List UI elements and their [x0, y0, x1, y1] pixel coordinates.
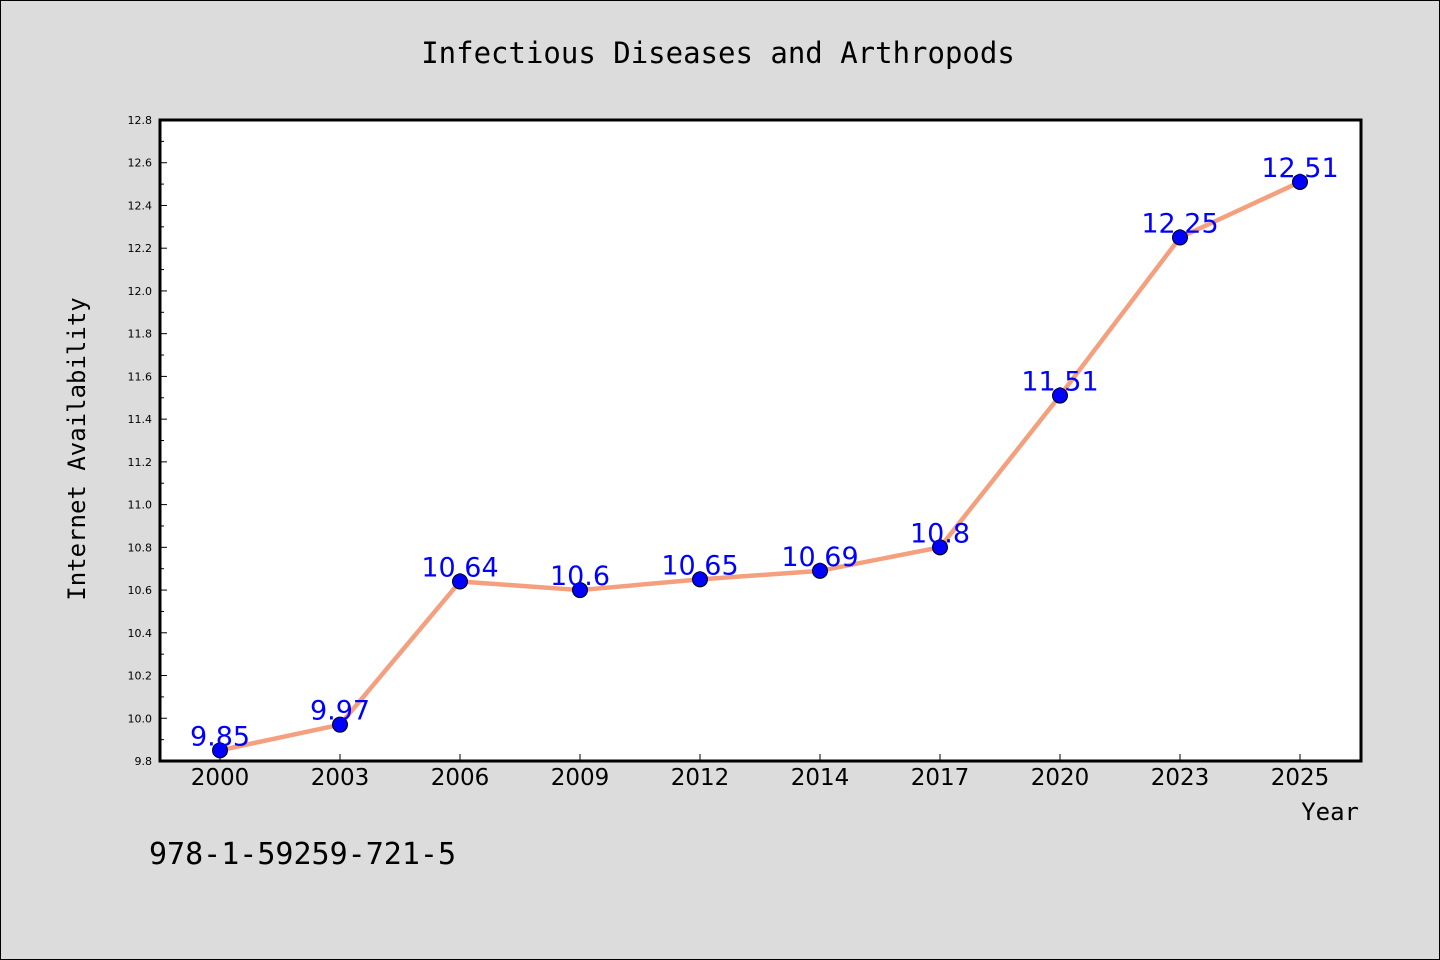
y-tick-label: 11.2: [128, 456, 153, 469]
data-point-marker: [212, 742, 228, 759]
y-tick-label: 10.4: [128, 627, 153, 640]
y-axis: 9.8 10.0 10.2 10.4 10.6 10.8 11.0 11.2 11.4 11.6 1…: [128, 114, 167, 768]
y-tick-label: 12.6: [128, 157, 153, 170]
data-point-marker: [452, 573, 468, 590]
x-tick-label: 2009: [551, 765, 610, 791]
y-tick-label: 11.0: [128, 499, 153, 512]
x-tick-label: 2003: [311, 765, 370, 791]
x-axis: 2000 2003 2006 2009 2012 2014 2017 2020 2023 2025: [191, 754, 1330, 791]
y-tick-label: 10.6: [128, 584, 153, 597]
series-line-group: [217, 179, 1303, 753]
x-tick-label: 2000: [191, 765, 250, 791]
y-tick-label: 10.8: [128, 541, 153, 554]
x-tick-label: 2014: [791, 765, 850, 791]
plot-area: [158, 118, 1363, 763]
data-point-marker: [1052, 387, 1068, 404]
y-tick-label: 9.8: [135, 755, 153, 768]
x-tick-label: 2012: [671, 765, 730, 791]
data-point-marker: [572, 582, 588, 599]
isbn-annotation: 978-1-59259-721-5: [149, 837, 456, 872]
data-label: 12.51: [1261, 153, 1338, 184]
data-point-marker: [692, 571, 708, 588]
chart-title: Infectious Diseases and Arthropods: [421, 36, 1015, 70]
data-point-marker: [332, 716, 348, 733]
y-tick-label: 11.6: [128, 370, 153, 383]
data-point-marker: [1172, 229, 1188, 246]
y-tick-label: 11.4: [128, 413, 153, 426]
data-label: 9.85: [190, 721, 250, 752]
y-tick-label: 11.8: [128, 328, 153, 341]
data-label: 9.97: [310, 696, 370, 727]
x-tick-label: 2025: [1271, 765, 1330, 791]
data-point-marker: [812, 562, 828, 579]
data-label: 10.65: [661, 550, 738, 581]
series-line: [217, 179, 1303, 753]
x-tick-label: 2006: [431, 765, 490, 791]
x-tick-label: 2017: [911, 765, 970, 791]
y-tick-label: 10.0: [128, 712, 153, 725]
y-axis-label: Internet Availability: [63, 297, 91, 600]
x-tick-label: 2020: [1031, 765, 1090, 791]
data-label: 10.69: [781, 542, 858, 573]
data-labels-group: 9.85 9.97 10.64 10.6 10.65 10.69 10.8 11.51 12.2…: [190, 153, 1339, 752]
data-label: 10.6: [550, 561, 610, 592]
markers-group: [212, 173, 1308, 759]
data-label: 10.64: [421, 553, 498, 584]
data-label: 12.25: [1141, 209, 1218, 240]
data-label: 11.51: [1021, 367, 1098, 398]
y-tick-label: 12.4: [128, 199, 153, 212]
y-tick-label: 12.0: [128, 285, 153, 298]
x-axis-label: Year: [1301, 798, 1359, 826]
y-tick-label: 12.2: [128, 242, 153, 255]
y-tick-label: 10.2: [128, 670, 153, 683]
x-tick-label: 2023: [1151, 765, 1210, 791]
y-tick-label: 12.8: [128, 114, 153, 127]
data-point-marker: [932, 539, 948, 556]
data-label: 10.8: [910, 518, 970, 549]
data-point-marker: [1292, 173, 1308, 190]
